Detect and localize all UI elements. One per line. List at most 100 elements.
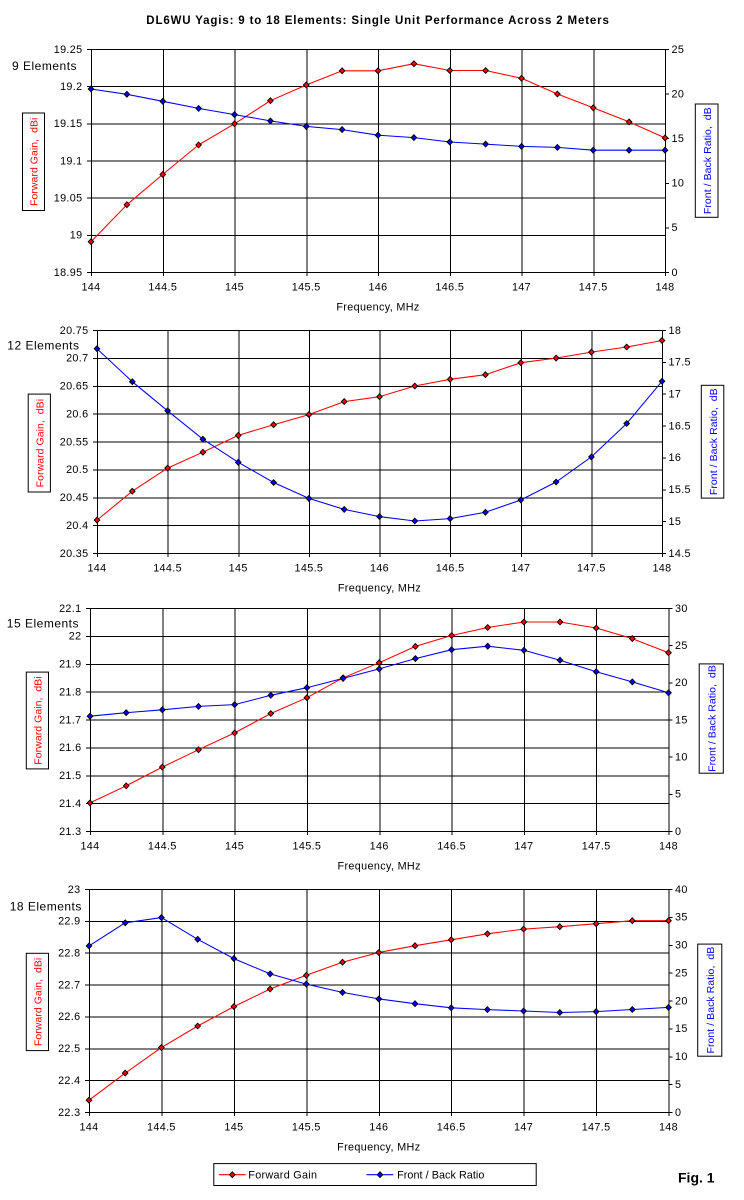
svg-text:146: 146 (370, 563, 389, 575)
svg-text:Frequency, MHz: Frequency, MHz (338, 582, 421, 594)
svg-text:148: 148 (655, 282, 674, 294)
svg-text:21.4: 21.4 (59, 798, 81, 810)
svg-text:20.75: 20.75 (60, 325, 89, 337)
svg-text:144.5: 144.5 (147, 1122, 176, 1134)
svg-text:144: 144 (81, 282, 100, 294)
svg-text:30: 30 (675, 603, 688, 615)
svg-text:20.55: 20.55 (60, 436, 89, 448)
svg-text:5: 5 (675, 789, 681, 801)
svg-text:147: 147 (514, 841, 533, 853)
svg-text:Frequency, MHz: Frequency, MHz (338, 860, 421, 872)
svg-text:20: 20 (675, 995, 688, 1007)
svg-text:DL6WU Yagis: 9 to 18 Elements:: DL6WU Yagis: 9 to 18 Elements: Single Un… (146, 15, 609, 27)
svg-text:22.1: 22.1 (59, 603, 81, 615)
svg-text:18: 18 (669, 325, 682, 337)
svg-text:25: 25 (672, 44, 685, 56)
svg-text:145: 145 (225, 841, 244, 853)
svg-text:0: 0 (675, 1107, 681, 1119)
svg-text:17: 17 (669, 389, 682, 401)
svg-text:20: 20 (675, 677, 688, 689)
svg-text:Front / Back Ratio, dB: Front / Back Ratio, dB (707, 665, 719, 772)
svg-text:22: 22 (69, 631, 82, 643)
svg-text:23: 23 (68, 884, 81, 896)
svg-text:148: 148 (659, 841, 678, 853)
svg-text:0: 0 (672, 267, 678, 279)
svg-text:144.5: 144.5 (153, 563, 182, 575)
svg-text:18.95: 18.95 (54, 267, 83, 279)
svg-text:20.65: 20.65 (60, 381, 89, 393)
svg-text:21.6: 21.6 (59, 742, 81, 754)
svg-text:146.5: 146.5 (435, 282, 464, 294)
svg-text:147: 147 (514, 1122, 533, 1134)
svg-text:144: 144 (87, 563, 106, 575)
svg-text:25: 25 (675, 967, 688, 979)
svg-text:145.5: 145.5 (295, 563, 324, 575)
svg-text:35: 35 (675, 912, 688, 924)
svg-text:146.5: 146.5 (437, 1122, 466, 1134)
svg-text:145.5: 145.5 (292, 282, 321, 294)
svg-text:147.5: 147.5 (582, 1122, 611, 1134)
svg-text:147.5: 147.5 (582, 841, 611, 853)
svg-text:19: 19 (70, 230, 83, 242)
svg-text:146.5: 146.5 (437, 841, 466, 853)
svg-text:19.1: 19.1 (60, 155, 82, 167)
svg-text:17.5: 17.5 (669, 357, 691, 369)
svg-text:14.5: 14.5 (669, 548, 691, 560)
svg-text:Forward Gain, dBi: Forward Gain, dBi (29, 118, 41, 206)
svg-text:21.7: 21.7 (59, 714, 81, 726)
svg-text:144.5: 144.5 (148, 841, 177, 853)
svg-text:Frequency, MHz: Frequency, MHz (337, 1141, 420, 1153)
svg-text:146: 146 (370, 841, 389, 853)
svg-text:Forward Gain, dBi: Forward Gain, dBi (33, 676, 45, 764)
svg-text:Forward Gain, dBi: Forward Gain, dBi (35, 399, 47, 487)
svg-text:21.9: 21.9 (59, 659, 81, 671)
svg-text:15: 15 (669, 516, 682, 528)
svg-text:15: 15 (675, 714, 688, 726)
svg-text:146: 146 (368, 282, 387, 294)
svg-text:19.25: 19.25 (54, 44, 83, 56)
svg-text:Front / Back Ratio, dB: Front / Back Ratio, dB (705, 947, 717, 1054)
svg-text:22.7: 22.7 (58, 979, 80, 991)
svg-text:5: 5 (675, 1079, 681, 1091)
svg-text:147.5: 147.5 (579, 282, 608, 294)
svg-text:15: 15 (675, 1023, 688, 1035)
svg-text:145.5: 145.5 (293, 841, 322, 853)
svg-text:0: 0 (675, 826, 681, 838)
svg-text:22.8: 22.8 (58, 948, 80, 960)
svg-text:9 Elements: 9 Elements (12, 59, 77, 73)
svg-text:145: 145 (224, 1122, 243, 1134)
svg-text:146: 146 (369, 1122, 388, 1134)
svg-text:146.5: 146.5 (436, 563, 465, 575)
svg-text:10: 10 (672, 178, 685, 190)
svg-text:10: 10 (675, 752, 688, 764)
svg-text:30: 30 (675, 940, 688, 952)
svg-text:148: 148 (652, 563, 671, 575)
svg-text:21.8: 21.8 (59, 686, 81, 698)
svg-text:19.2: 19.2 (60, 81, 82, 93)
svg-text:20.6: 20.6 (66, 408, 88, 420)
svg-text:5: 5 (672, 222, 678, 234)
svg-text:15: 15 (672, 133, 685, 145)
svg-text:21.5: 21.5 (59, 770, 81, 782)
svg-text:144: 144 (80, 841, 99, 853)
svg-text:25: 25 (675, 640, 688, 652)
svg-text:147.5: 147.5 (577, 563, 606, 575)
svg-text:21.3: 21.3 (59, 826, 81, 838)
svg-text:Front / Back Ratio, dB: Front / Back Ratio, dB (702, 107, 714, 214)
svg-text:148: 148 (659, 1122, 678, 1134)
svg-text:Forward Gain, dBi: Forward Gain, dBi (33, 958, 45, 1046)
svg-text:15.5: 15.5 (669, 484, 691, 496)
svg-text:144.5: 144.5 (148, 282, 177, 294)
svg-text:22.3: 22.3 (58, 1107, 80, 1119)
svg-text:20.45: 20.45 (60, 492, 89, 504)
svg-text:40: 40 (675, 884, 688, 896)
svg-text:Front / Back Ratio, dB: Front / Back Ratio, dB (708, 388, 720, 495)
svg-text:20.4: 20.4 (66, 520, 88, 532)
svg-text:16.5: 16.5 (669, 420, 691, 432)
svg-text:Front / Back Ratio: Front / Back Ratio (397, 1170, 484, 1182)
svg-text:15 Elements: 15 Elements (7, 616, 79, 630)
svg-text:Fig. 1: Fig. 1 (678, 1170, 715, 1186)
svg-text:22.5: 22.5 (58, 1043, 80, 1055)
svg-text:12 Elements: 12 Elements (7, 338, 79, 352)
svg-text:20.7: 20.7 (66, 353, 88, 365)
